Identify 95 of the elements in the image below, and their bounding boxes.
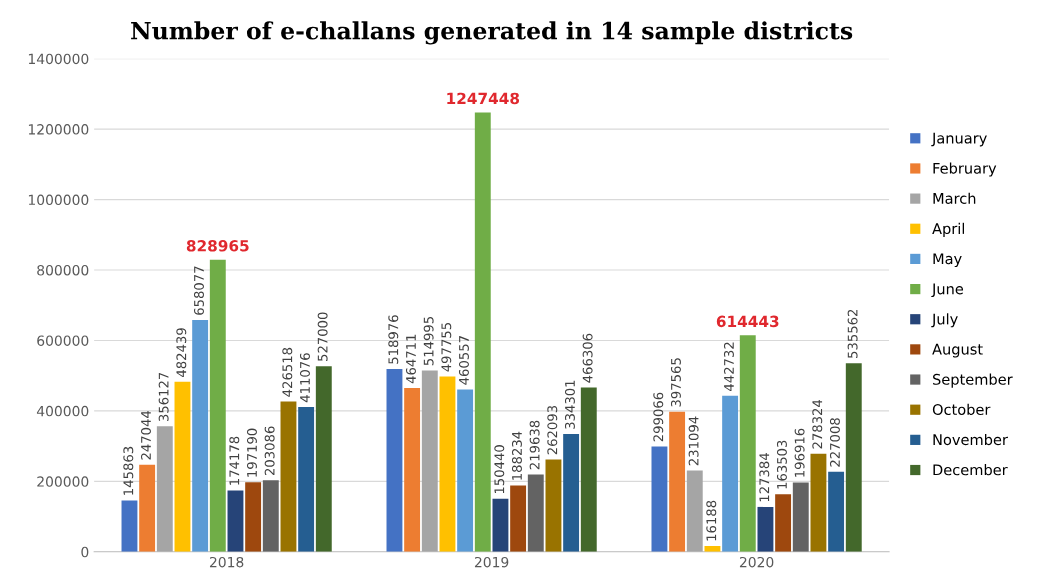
data-label: 518976 — [388, 315, 399, 364]
data-label: 231094 — [688, 416, 699, 466]
legend-label: January — [931, 132, 987, 147]
data-label: 145863 — [123, 446, 134, 495]
data-label: 614443 — [716, 315, 779, 328]
y-tick-label: 800000 — [37, 264, 89, 276]
legend-label: July — [931, 313, 958, 328]
legend-label: May — [933, 253, 962, 268]
data-label: 460557 — [458, 336, 469, 385]
data-label: 426518 — [282, 347, 293, 397]
data-label: 464711 — [405, 334, 416, 384]
data-label: 658077 — [193, 266, 204, 315]
data-label: 247044 — [140, 410, 151, 460]
data-label: 197190 — [246, 428, 257, 477]
y-tick-label: 400000 — [36, 405, 89, 417]
bar — [492, 498, 509, 552]
bar — [845, 363, 862, 552]
data-label: 299066 — [653, 392, 664, 442]
bar — [227, 490, 244, 552]
data-label: 356127 — [158, 372, 169, 422]
bar — [404, 388, 421, 552]
bar — [280, 401, 297, 552]
bar — [510, 485, 527, 552]
y-tick-label: 1400000 — [28, 53, 89, 65]
data-label: 442732 — [723, 342, 734, 391]
data-label: 527000 — [317, 312, 328, 361]
bar — [139, 464, 156, 552]
bar — [439, 376, 456, 552]
bar — [298, 407, 315, 552]
bar — [580, 387, 597, 552]
data-label: 150440 — [494, 445, 505, 494]
bar — [810, 453, 827, 552]
bar — [121, 500, 138, 552]
data-label: 397565 — [670, 358, 681, 407]
legend-label: June — [931, 283, 964, 298]
legend-label: November — [933, 433, 1008, 446]
bar — [775, 494, 792, 552]
legend-label: April — [932, 222, 965, 237]
bar — [262, 480, 279, 552]
bar — [563, 434, 580, 552]
legend-label: September — [933, 373, 1013, 388]
chart-title: Number of e-challans generated in 14 sample districts — [131, 21, 853, 45]
legend-label: March — [933, 192, 976, 204]
bar — [421, 370, 438, 552]
bar — [739, 335, 756, 552]
data-label: 411076 — [299, 353, 310, 403]
bar — [245, 482, 262, 552]
data-label: 16188 — [706, 500, 717, 541]
data-label: 514995 — [423, 316, 434, 366]
data-label: 127384 — [759, 453, 770, 502]
legend-label: August — [932, 343, 983, 358]
bar — [545, 459, 562, 552]
y-tick-label: 200000 — [37, 476, 89, 487]
data-label: 227008 — [829, 418, 840, 467]
data-label: 466306 — [582, 333, 593, 383]
data-label: 828965 — [186, 240, 249, 252]
legend-label: December — [933, 464, 1008, 476]
data-label: 174178 — [229, 436, 240, 485]
x-tick-label: 2018 — [209, 556, 244, 568]
bar — [757, 506, 774, 552]
bar — [722, 395, 739, 552]
bar — [686, 470, 703, 552]
data-label: 163503 — [776, 440, 787, 489]
y-tick-label: 1000000 — [28, 194, 89, 206]
bar — [527, 474, 544, 552]
legend-label: October — [932, 403, 991, 416]
x-tick-label: 2020 — [739, 556, 774, 568]
bar — [828, 471, 845, 552]
bar — [209, 259, 226, 552]
data-label: 188234 — [511, 431, 522, 480]
y-tick-label: 600000 — [37, 335, 89, 346]
bar — [669, 411, 686, 552]
bar — [156, 426, 173, 552]
data-label: 482439 — [176, 328, 187, 377]
bar — [192, 320, 209, 552]
data-label: 203086 — [264, 426, 275, 476]
data-label: 219638 — [529, 420, 540, 470]
y-tick-label: 0 — [81, 546, 89, 558]
y-tick-label: 1200000 — [28, 124, 89, 135]
data-label: 196916 — [794, 428, 805, 477]
data-label: 278324 — [812, 399, 823, 449]
data-label: 535562 — [847, 309, 858, 358]
data-label: 1247448 — [447, 92, 520, 105]
bar — [457, 389, 474, 552]
data-label: 334301 — [564, 380, 575, 429]
x-tick-label: 2019 — [474, 556, 509, 568]
bar — [315, 366, 332, 552]
bar — [174, 381, 191, 552]
data-label: 497755 — [441, 323, 452, 372]
data-label: 262093 — [547, 405, 558, 455]
bar — [474, 112, 491, 552]
bar — [792, 482, 809, 552]
legend-label: February — [933, 162, 997, 177]
bar — [651, 446, 668, 552]
bar — [386, 369, 403, 552]
